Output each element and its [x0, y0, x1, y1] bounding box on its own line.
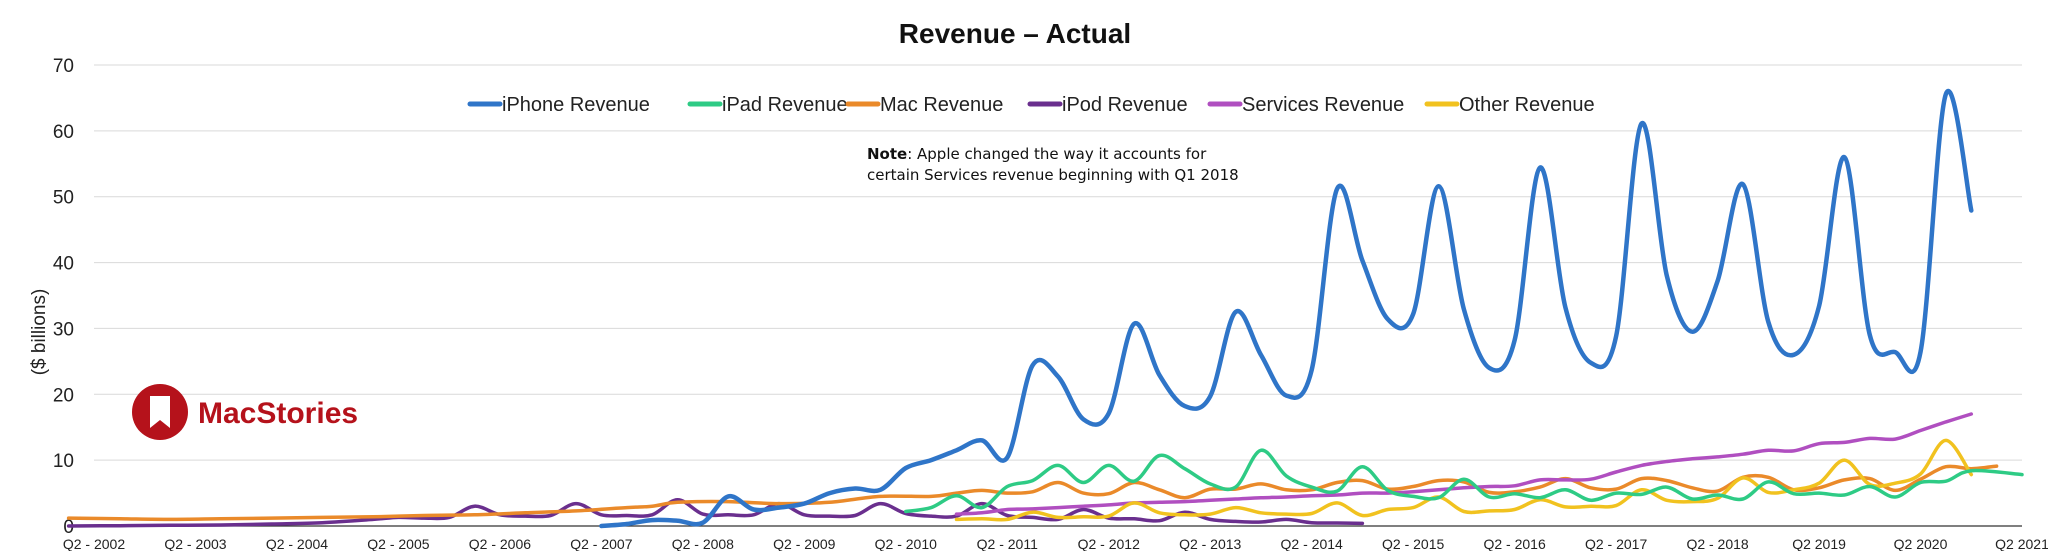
x-tick-label: Q2 - 2004	[266, 536, 328, 551]
y-tick-label: 30	[53, 319, 74, 340]
x-tick-label: Q2 - 2009	[773, 536, 835, 551]
y-tick-label: 70	[53, 56, 74, 77]
svg-text:Note: Apple changed the way it: Note: Apple changed the way it accounts …	[867, 145, 1207, 163]
series-line-other-revenue	[954, 438, 1974, 522]
legend-label: iPad Revenue	[722, 94, 848, 116]
series-lines	[66, 88, 2024, 529]
y-tick-label: 40	[53, 254, 74, 275]
x-tick-label: Q2 - 2013	[1179, 536, 1241, 551]
x-tick-label: Q2 - 2006	[469, 536, 531, 551]
legend-label: Mac Revenue	[880, 94, 1003, 116]
legend-item-services-revenue: Services Revenue	[1207, 94, 1404, 116]
x-tick-label: Q2 - 2007	[570, 536, 632, 551]
legend-item-ipad-revenue: iPad Revenue	[687, 94, 848, 116]
x-tick-label: Q2 - 2011	[977, 536, 1038, 551]
gridlines	[94, 64, 2022, 461]
x-tick-label: Q2 - 2003	[164, 536, 226, 551]
legend-item-ipod-revenue: iPod Revenue	[1027, 94, 1188, 116]
y-tick-label: 50	[53, 188, 74, 209]
x-tick-label: Q2 - 2002	[63, 536, 125, 551]
bookmark-icon	[150, 396, 170, 428]
y-tick-label: 10	[53, 451, 74, 472]
x-tick-label: Q2 2021	[1995, 536, 2048, 551]
x-tick-label: Q2 - 2016	[1483, 536, 1545, 551]
note-line2: certain Services revenue beginning with …	[867, 166, 1239, 184]
macstories-logo: MacStories	[132, 384, 358, 440]
x-tick-label: Q2 - 2018	[1686, 536, 1748, 551]
x-tick-label: Q2 - 2010	[875, 536, 937, 551]
y-axis-label: ($ billions)	[29, 289, 50, 376]
legend-label: Services Revenue	[1242, 94, 1404, 116]
y-tick-label: 20	[53, 385, 74, 406]
note-line1: : Apple changed the way it accounts for	[907, 145, 1207, 163]
logo-text: MacStories	[198, 397, 358, 430]
x-tick-label: Q2 - 2008	[672, 536, 734, 551]
legend-item-iphone-revenue: iPhone Revenue	[467, 94, 650, 116]
x-tick-label: Q2 - 2014	[1281, 536, 1343, 551]
chart-title: Revenue – Actual	[899, 18, 1131, 49]
x-tick-label: Q2 - 2005	[367, 536, 429, 551]
x-tick-label: Q2 2020	[1894, 536, 1948, 551]
legend-label: iPhone Revenue	[502, 94, 650, 116]
x-tick-label: Q2 2019	[1792, 536, 1846, 551]
series-line-services-revenue	[954, 412, 1974, 516]
x-tick-label: Q2 - 2015	[1382, 536, 1444, 551]
legend-label: Other Revenue	[1459, 94, 1595, 116]
note-bold-prefix: Note	[867, 145, 907, 163]
legend: iPhone Revenue iPad Revenue Mac Revenue iPo…	[467, 94, 1595, 116]
x-tick-label: Q2 - 2017	[1585, 536, 1647, 551]
y-tick-label: 60	[53, 122, 74, 143]
series-line-ipad-revenue	[904, 448, 2024, 514]
x-tick-label: Q2 - 2012	[1078, 536, 1140, 551]
annotation-note: Note: Apple changed the way it accounts …	[867, 145, 1239, 184]
series-line-iphone-revenue	[599, 88, 1974, 529]
legend-label: iPod Revenue	[1062, 94, 1188, 116]
x-axis-ticks: Q2 - 2002 Q2 - 2003 Q2 - 2004 Q2 - 2005 Q2 -…	[63, 536, 2048, 551]
legend-item-mac-revenue: Mac Revenue	[845, 94, 1003, 116]
legend-item-other-revenue: Other Revenue	[1424, 94, 1595, 116]
